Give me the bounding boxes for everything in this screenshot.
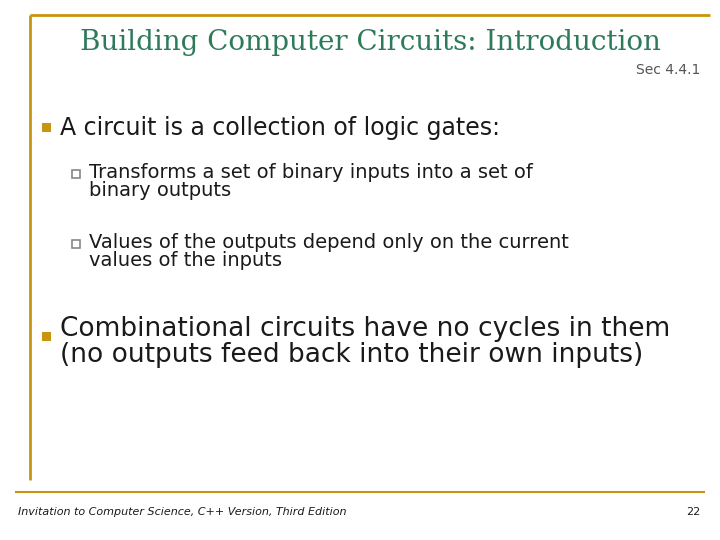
Text: Invitation to Computer Science, C++ Version, Third Edition: Invitation to Computer Science, C++ Vers… xyxy=(18,507,346,517)
Text: (no outputs feed back into their own inputs): (no outputs feed back into their own inp… xyxy=(60,342,643,368)
Text: Values of the outputs depend only on the current: Values of the outputs depend only on the… xyxy=(89,233,569,252)
Text: Sec 4.4.1: Sec 4.4.1 xyxy=(636,63,700,77)
Text: Building Computer Circuits: Introduction: Building Computer Circuits: Introduction xyxy=(80,29,661,56)
Text: A circuit is a collection of logic gates:: A circuit is a collection of logic gates… xyxy=(60,116,500,139)
Bar xyxy=(72,170,80,178)
Text: binary outputs: binary outputs xyxy=(89,180,231,199)
Text: Transforms a set of binary inputs into a set of: Transforms a set of binary inputs into a… xyxy=(89,163,533,181)
Text: values of the inputs: values of the inputs xyxy=(89,251,282,269)
Bar xyxy=(72,240,80,248)
Bar xyxy=(42,123,51,132)
Bar xyxy=(42,332,51,341)
Text: 22: 22 xyxy=(685,507,700,517)
Text: Combinational circuits have no cycles in them: Combinational circuits have no cycles in… xyxy=(60,316,670,342)
